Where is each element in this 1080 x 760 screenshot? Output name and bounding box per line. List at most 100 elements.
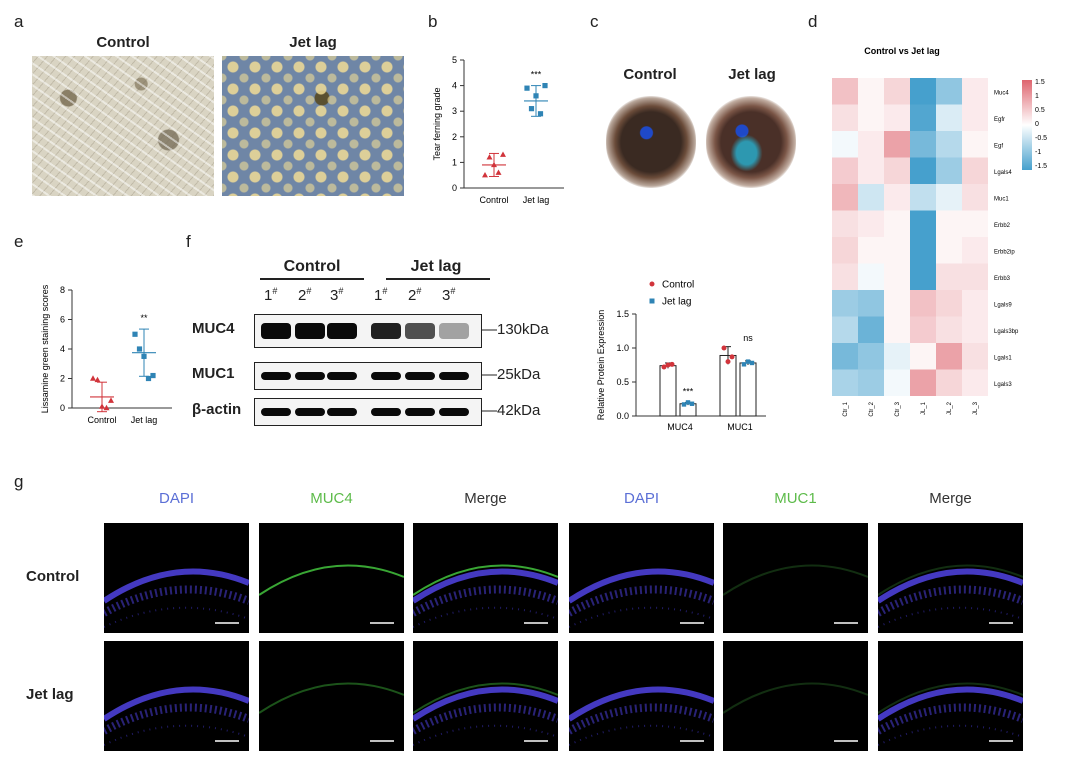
bar-y-tick-label: 1.0: [616, 343, 629, 353]
heatmap-scale-label: 1: [1035, 93, 1039, 100]
heatmap-row-label: Lgals3: [994, 382, 1012, 388]
if-dapi-cells: [878, 724, 1023, 746]
heatmap-scale-label: 0: [1035, 121, 1039, 128]
chart-b-point-jetlag: [533, 93, 539, 99]
heatmap-cell: [936, 263, 962, 290]
if-dapi-cells: [413, 724, 558, 746]
panel-letter-d: d: [808, 12, 818, 31]
blot-lane-number: 2: [298, 287, 307, 304]
panel-letter-g: g: [14, 472, 24, 491]
heatmap-col-label: Ctr_1: [843, 401, 849, 416]
bar-y-tick-label: 0.0: [616, 411, 629, 421]
heatmap-cell: [936, 237, 962, 264]
heatmap-cell: [962, 157, 988, 184]
heatmap-cell: [884, 210, 910, 237]
heatmap-cell: [858, 343, 884, 370]
heatmap-cell: [936, 343, 962, 370]
bar-point-jetlag: [741, 362, 747, 367]
if-dapi-cells: [413, 703, 558, 735]
heatmap-cell: [910, 369, 936, 396]
heatmap-row-label: Lgals4: [994, 170, 1012, 176]
heatmap-cell: [910, 184, 936, 211]
chart-b-point-jetlag: [542, 83, 548, 89]
heatmap-cell: [832, 263, 858, 290]
heatmap-cell: [832, 237, 858, 264]
bar-control: [659, 365, 677, 417]
heatmap-cell: [962, 104, 988, 131]
heatmap-cell: [910, 343, 936, 370]
heatmap-cell: [858, 369, 884, 396]
blot-lane-label: 3#: [330, 286, 356, 304]
heatmap-cell: [910, 131, 936, 158]
if-dapi-cells: [569, 585, 714, 617]
heatmap-cell: [884, 78, 910, 105]
if-column-label: DAPI: [158, 490, 194, 507]
blot-band: [405, 323, 435, 339]
heatmap-cell: [936, 131, 962, 158]
if-dapi-band: [413, 568, 558, 604]
heatmap-cell: [936, 184, 962, 211]
if-dapi-cells: [413, 606, 558, 628]
blot-band: [261, 323, 291, 339]
chart-f-bar: 0.0 0.5 1.0 1.5 Relative Protein Expression C…: [596, 280, 766, 432]
heatmap-cell: [832, 210, 858, 237]
heatmap-cell: [962, 263, 988, 290]
bar-legend-label: Control: [662, 280, 694, 291]
blot-band: [261, 408, 291, 416]
chart-e-y-axis-label: Lissamine green staining scores: [40, 284, 50, 413]
chart-d-heatmap: Control vs Jet lag Muc4 Egfr Egf Lgals4 Muc1 E…: [832, 46, 1047, 417]
eye-image-control: [606, 96, 696, 188]
bar-legend-marker: [649, 281, 655, 287]
chart-e-x-tick-label: Control: [87, 415, 116, 425]
blot-band: [405, 372, 435, 380]
heatmap-cell: [884, 104, 910, 131]
chart-b-point-control: [500, 151, 506, 157]
chart-e-point-control: [94, 376, 101, 383]
blot-band: [295, 408, 325, 416]
bar-point-control: [721, 345, 727, 351]
blot-row-label: β-actin: [192, 401, 242, 418]
blot-band: [295, 323, 325, 339]
blot-size-label: —130kDa: [482, 321, 549, 338]
chart-e-point-jetlag: [145, 375, 152, 382]
if-dapi-band: [878, 686, 1023, 722]
heatmap-cell: [936, 104, 962, 131]
chart-b-y-tick-label: 2: [452, 132, 457, 142]
chart-b-x-tick-label: Jet lag: [523, 195, 550, 205]
chart-e-significance: **: [140, 313, 148, 323]
bar-significance: ns: [743, 333, 753, 343]
blot-row-label: MUC1: [192, 365, 235, 382]
chart-b-y-tick-label: 0: [452, 183, 457, 193]
bar-point-control: [729, 354, 735, 360]
chart-b-y-tick-label: 3: [452, 106, 457, 116]
chart-b: 0 1 2 3 4 5 Tear ferning grade Control Jet lag **…: [432, 55, 564, 205]
blot-size-label: —42kDa: [482, 402, 541, 419]
blot-lane-suffix: #: [272, 286, 278, 296]
if-column-label: MUC1: [774, 490, 817, 507]
chart-b-y-axis-label: Tear ferning grade: [432, 87, 442, 160]
if-dapi-band: [569, 568, 714, 604]
blot-group-line-jetlag: [386, 278, 490, 280]
heatmap-cell: [858, 210, 884, 237]
if-image: [723, 641, 868, 751]
chart-e-x-tick-label: Jet lag: [131, 415, 158, 425]
if-dapi-cells: [878, 703, 1023, 735]
bar-jetlag: [739, 362, 757, 417]
if-green-signal: [413, 682, 558, 714]
blot-lane-suffix: #: [416, 286, 422, 296]
panel-c-title-control: Control: [623, 66, 677, 83]
heatmap-title: Control vs Jet lag: [864, 46, 940, 56]
chart-b-point-jetlag: [537, 111, 544, 117]
heatmap-cell: [832, 316, 858, 343]
chart-b-point-control: [482, 172, 488, 178]
chart-b-point-jetlag: [528, 106, 535, 112]
chart-b-x-tick-label: Control: [479, 195, 508, 205]
panel-a-title-jetlag: Jet lag: [289, 34, 337, 51]
if-column-label: DAPI: [623, 490, 659, 507]
heatmap-col-label: JL_3: [973, 401, 979, 415]
bar-point-jetlag: [681, 402, 687, 407]
heatmap-cell: [936, 290, 962, 317]
heatmap-cell: [832, 343, 858, 370]
heatmap-scale-label: -0.5: [1035, 135, 1047, 142]
if-column-label: Merge: [464, 490, 507, 507]
